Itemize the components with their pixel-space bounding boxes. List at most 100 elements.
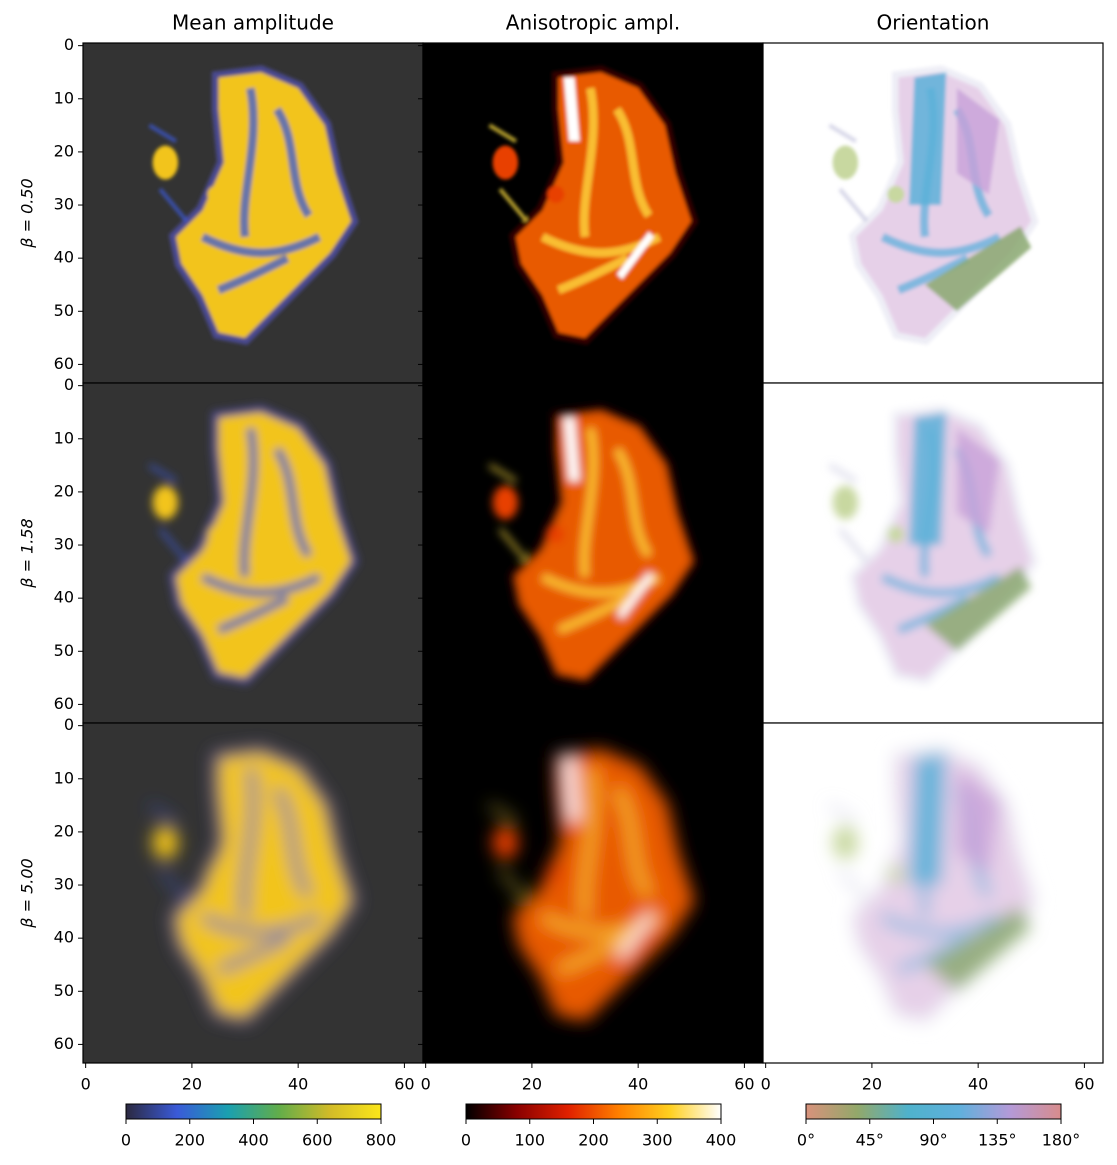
colorbar-tick-label: 300	[642, 1131, 673, 1150]
blob	[515, 752, 692, 1018]
x-tick-label: 40	[628, 1075, 648, 1094]
blob	[152, 145, 179, 180]
image-content	[488, 405, 699, 686]
image-content	[148, 405, 359, 686]
y-tick-label: 20	[54, 141, 74, 160]
blob	[492, 145, 519, 180]
streak	[148, 803, 189, 903]
band	[925, 566, 1032, 652]
x-tick-label: 20	[862, 1075, 882, 1094]
band	[956, 428, 1000, 535]
x-tick-label: 60	[394, 1075, 414, 1094]
streak	[488, 803, 529, 903]
image-content	[488, 745, 699, 1026]
y-tick-label: 10	[54, 768, 74, 787]
blob	[152, 485, 179, 520]
blob	[175, 752, 352, 1018]
blob	[832, 485, 859, 520]
image	[828, 405, 1039, 686]
colorbar-tick-label: 200	[578, 1131, 609, 1150]
image-content	[828, 405, 1039, 686]
image	[488, 65, 699, 346]
y-tick-label: 30	[54, 535, 74, 554]
y-tick-label: 20	[54, 821, 74, 840]
band	[563, 417, 655, 620]
streak	[540, 87, 662, 294]
streak	[200, 87, 322, 294]
streak	[828, 123, 869, 223]
column-title: Orientation	[877, 11, 990, 35]
y-tick-label: 20	[54, 481, 74, 500]
streak	[200, 767, 322, 974]
y-tick-label: 0	[64, 715, 74, 734]
colorbar-tick-label: 400	[238, 1131, 269, 1150]
y-tick-label: 40	[54, 248, 74, 267]
x-tick-label: 40	[968, 1075, 988, 1094]
streak	[828, 803, 869, 903]
x-tick-label: 0	[81, 1075, 91, 1094]
image-content	[828, 745, 1039, 1026]
x-tick-label: 20	[522, 1075, 542, 1094]
blob	[492, 825, 519, 860]
streak	[488, 463, 529, 563]
colorbar-tick-label: 0	[461, 1131, 471, 1150]
y-tick-label: 60	[54, 694, 74, 713]
row-label: β = 0.50	[18, 178, 37, 248]
x-tick-label: 60	[734, 1075, 754, 1094]
band	[909, 752, 947, 886]
blob	[832, 145, 859, 180]
band	[563, 77, 655, 280]
streak	[540, 767, 662, 974]
band	[956, 88, 1000, 195]
streak	[200, 427, 322, 634]
x-tick-label: 40	[288, 1075, 308, 1094]
x-tick-label: 60	[1074, 1075, 1094, 1094]
band	[909, 72, 947, 206]
image-content	[488, 65, 699, 346]
y-tick-label: 0	[64, 35, 74, 54]
blob	[515, 72, 692, 338]
blob	[175, 412, 352, 678]
image	[148, 65, 359, 346]
blob	[887, 525, 905, 543]
y-tick-label: 50	[54, 641, 74, 660]
blob	[207, 185, 225, 203]
blob	[515, 412, 692, 678]
y-tick-label: 30	[54, 195, 74, 214]
image	[148, 745, 359, 1026]
blob	[547, 865, 565, 883]
streak	[488, 123, 529, 223]
row-label: β = 1.58	[18, 518, 37, 588]
y-tick-label: 0	[64, 375, 74, 394]
blob	[887, 185, 905, 203]
y-tick-label: 60	[54, 354, 74, 373]
band	[925, 226, 1032, 312]
colorbar-tick-label: 135°	[978, 1131, 1017, 1150]
blob	[832, 825, 859, 860]
colorbar-tick-label: 400	[706, 1131, 737, 1150]
x-tick-label: 0	[421, 1075, 431, 1094]
blob	[547, 525, 565, 543]
panel-frame	[762, 722, 1104, 1064]
band	[909, 412, 947, 546]
image-content	[148, 65, 359, 346]
colorbar-tick-label: 180°	[1042, 1131, 1081, 1150]
colorbar-tick-label: 0	[121, 1131, 131, 1150]
streak	[148, 463, 189, 563]
streak	[828, 463, 869, 563]
y-tick-label: 10	[54, 428, 74, 447]
image-content	[828, 65, 1039, 346]
colorbar-tick-label: 45°	[856, 1131, 884, 1150]
colorbar	[125, 1103, 382, 1120]
blob	[175, 72, 352, 338]
x-tick-label: 20	[182, 1075, 202, 1094]
colorbar-tick-label: 800	[366, 1131, 397, 1150]
column-title: Anisotropic ampl.	[506, 11, 680, 35]
y-tick-label: 50	[54, 981, 74, 1000]
blob	[887, 865, 905, 883]
image-content	[148, 745, 359, 1026]
colorbar	[465, 1103, 722, 1120]
x-tick-label: 0	[761, 1075, 771, 1094]
band	[956, 768, 1000, 875]
